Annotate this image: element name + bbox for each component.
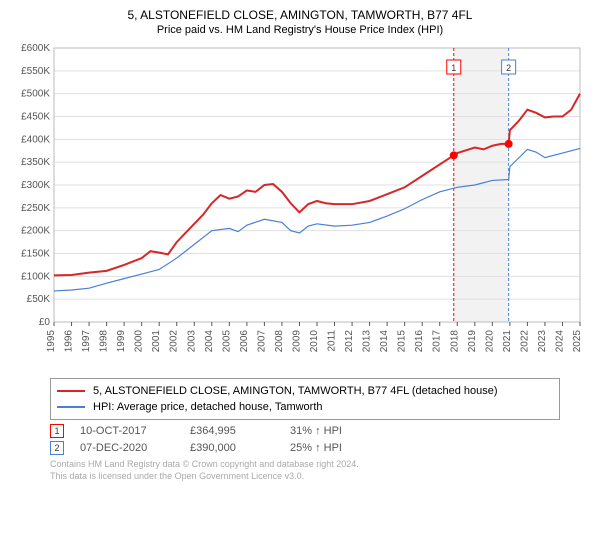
sale-marker-number: 1 <box>451 63 456 73</box>
legend-item: HPI: Average price, detached house, Tamw… <box>57 399 553 415</box>
x-tick-label: 1996 <box>64 330 75 353</box>
sale-hpi-delta: 31% ↑ HPI <box>290 425 390 437</box>
sale-badge: 2 <box>50 441 64 455</box>
sale-date: 07-DEC-2020 <box>80 442 190 454</box>
y-tick-label: £350K <box>21 157 50 168</box>
legend-label: 5, ALSTONEFIELD CLOSE, AMINGTON, TAMWORT… <box>93 385 498 397</box>
x-tick-label: 2024 <box>554 330 565 353</box>
y-tick-label: £200K <box>21 226 50 237</box>
chart-subtitle: Price paid vs. HM Land Registry's House … <box>10 24 590 36</box>
sale-badge: 1 <box>50 424 64 438</box>
x-tick-label: 2008 <box>274 330 285 353</box>
legend-swatch <box>57 406 85 407</box>
x-tick-label: 2009 <box>291 330 302 353</box>
x-tick-label: 2010 <box>309 330 320 353</box>
sale-marker-number: 2 <box>506 63 511 73</box>
footer-line-2: This data is licensed under the Open Gov… <box>50 471 590 483</box>
legend-label: HPI: Average price, detached house, Tamw… <box>93 401 323 413</box>
y-tick-label: £400K <box>21 134 50 145</box>
sale-hpi-delta: 25% ↑ HPI <box>290 442 390 454</box>
y-tick-label: £300K <box>21 180 50 191</box>
y-tick-label: £100K <box>21 271 50 282</box>
y-tick-label: £550K <box>21 66 50 77</box>
x-tick-label: 2023 <box>537 330 548 353</box>
sale-point <box>450 151 458 159</box>
x-tick-label: 1998 <box>99 330 110 353</box>
x-tick-label: 2012 <box>344 330 355 353</box>
x-tick-label: 2021 <box>502 330 513 353</box>
x-tick-label: 2015 <box>397 330 408 353</box>
y-tick-label: £50K <box>27 294 51 305</box>
y-tick-label: £500K <box>21 89 50 100</box>
legend-swatch <box>57 390 85 392</box>
x-tick-label: 2020 <box>484 330 495 353</box>
chart-title: 5, ALSTONEFIELD CLOSE, AMINGTON, TAMWORT… <box>10 8 590 22</box>
x-tick-label: 2003 <box>186 330 197 353</box>
sale-price: £390,000 <box>190 442 290 454</box>
y-tick-label: £450K <box>21 112 50 123</box>
sale-point <box>505 140 513 148</box>
sale-row: 2 07-DEC-2020£390,00025% ↑ HPI <box>50 441 590 455</box>
x-tick-label: 2000 <box>134 330 145 353</box>
footer-line-1: Contains HM Land Registry data © Crown c… <box>50 459 590 471</box>
x-tick-label: 2005 <box>221 330 232 353</box>
x-tick-label: 2017 <box>432 330 443 353</box>
x-tick-label: 2007 <box>256 330 267 353</box>
x-tick-label: 2022 <box>519 330 530 353</box>
x-tick-label: 2025 <box>572 330 583 353</box>
sale-price: £364,995 <box>190 425 290 437</box>
x-tick-label: 2013 <box>362 330 373 353</box>
x-tick-label: 2011 <box>327 330 338 352</box>
x-tick-label: 2014 <box>379 330 390 353</box>
x-tick-label: 2004 <box>204 330 215 353</box>
x-tick-label: 1999 <box>116 330 127 353</box>
y-tick-label: £250K <box>21 203 50 214</box>
x-tick-label: 2006 <box>239 330 250 353</box>
line-chart: £0 £50K £100K £150K £200K £250K £300K £350K £400… <box>10 42 590 372</box>
x-tick-label: 2001 <box>151 330 162 353</box>
x-tick-label: 1997 <box>81 330 92 353</box>
x-tick-label: 2016 <box>414 330 425 353</box>
sale-date: 10-OCT-2017 <box>80 425 190 437</box>
x-tick-label: 2019 <box>467 330 478 353</box>
x-tick-label: 1995 <box>46 330 57 353</box>
y-tick-label: £150K <box>21 249 50 260</box>
x-tick-label: 2018 <box>449 330 460 353</box>
footer-attribution: Contains HM Land Registry data © Crown c… <box>50 459 590 482</box>
sale-row: 1 10-OCT-2017£364,99531% ↑ HPI <box>50 424 590 438</box>
chart-container: £0 £50K £100K £150K £200K £250K £300K £350K £400… <box>10 42 590 372</box>
legend-item: 5, ALSTONEFIELD CLOSE, AMINGTON, TAMWORT… <box>57 383 553 399</box>
x-tick-label: 2002 <box>169 330 180 353</box>
legend: 5, ALSTONEFIELD CLOSE, AMINGTON, TAMWORT… <box>50 378 560 420</box>
y-tick-label: £0 <box>39 317 51 328</box>
y-tick-label: £600K <box>21 43 50 54</box>
